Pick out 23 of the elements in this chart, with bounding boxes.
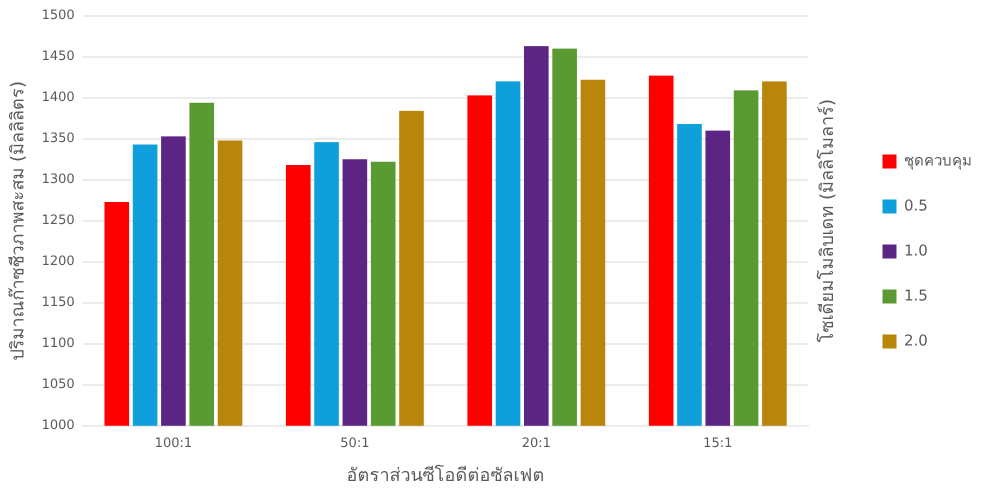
y-tick-label: 1450	[42, 49, 75, 64]
y-tick-label: 1350	[42, 131, 75, 146]
x-tick-label: 50:1	[340, 436, 370, 451]
legend-label: ชุดควบคุม	[904, 151, 972, 170]
y-tick-label: 1150	[42, 295, 75, 310]
legend-label: 0.5	[904, 196, 928, 214]
y-axis-title: ปริมาณก๊าซชีวภาพสะสม (มิลลิลิตร)	[7, 80, 28, 361]
y-tick-label: 1400	[42, 90, 75, 106]
x-tick-label: 15:1	[703, 436, 732, 451]
y-tick-label: 1000	[42, 418, 75, 434]
x-tick-label: 100:1	[154, 436, 192, 451]
legend-label: 2.0	[904, 331, 928, 350]
y-tick-label: 1300	[42, 172, 75, 188]
x-axis-title: อัตราส่วนซีโอดีต่อซัลเฟต	[346, 464, 545, 486]
y-tick-label: 1050	[42, 377, 75, 392]
legend-label: 1.5	[904, 286, 928, 304]
y-tick-label: 1200	[42, 254, 75, 270]
y-tick-label: 1250	[42, 213, 75, 228]
legend-title: โซเดียมโมลิบเดท (มิลลิโมลาร์)	[816, 98, 838, 343]
y-tick-label: 1100	[42, 336, 75, 352]
x-tick-label: 20:1	[522, 436, 551, 451]
y-tick-label: 1500	[42, 8, 75, 24]
legend-label: 1.0	[904, 241, 928, 260]
